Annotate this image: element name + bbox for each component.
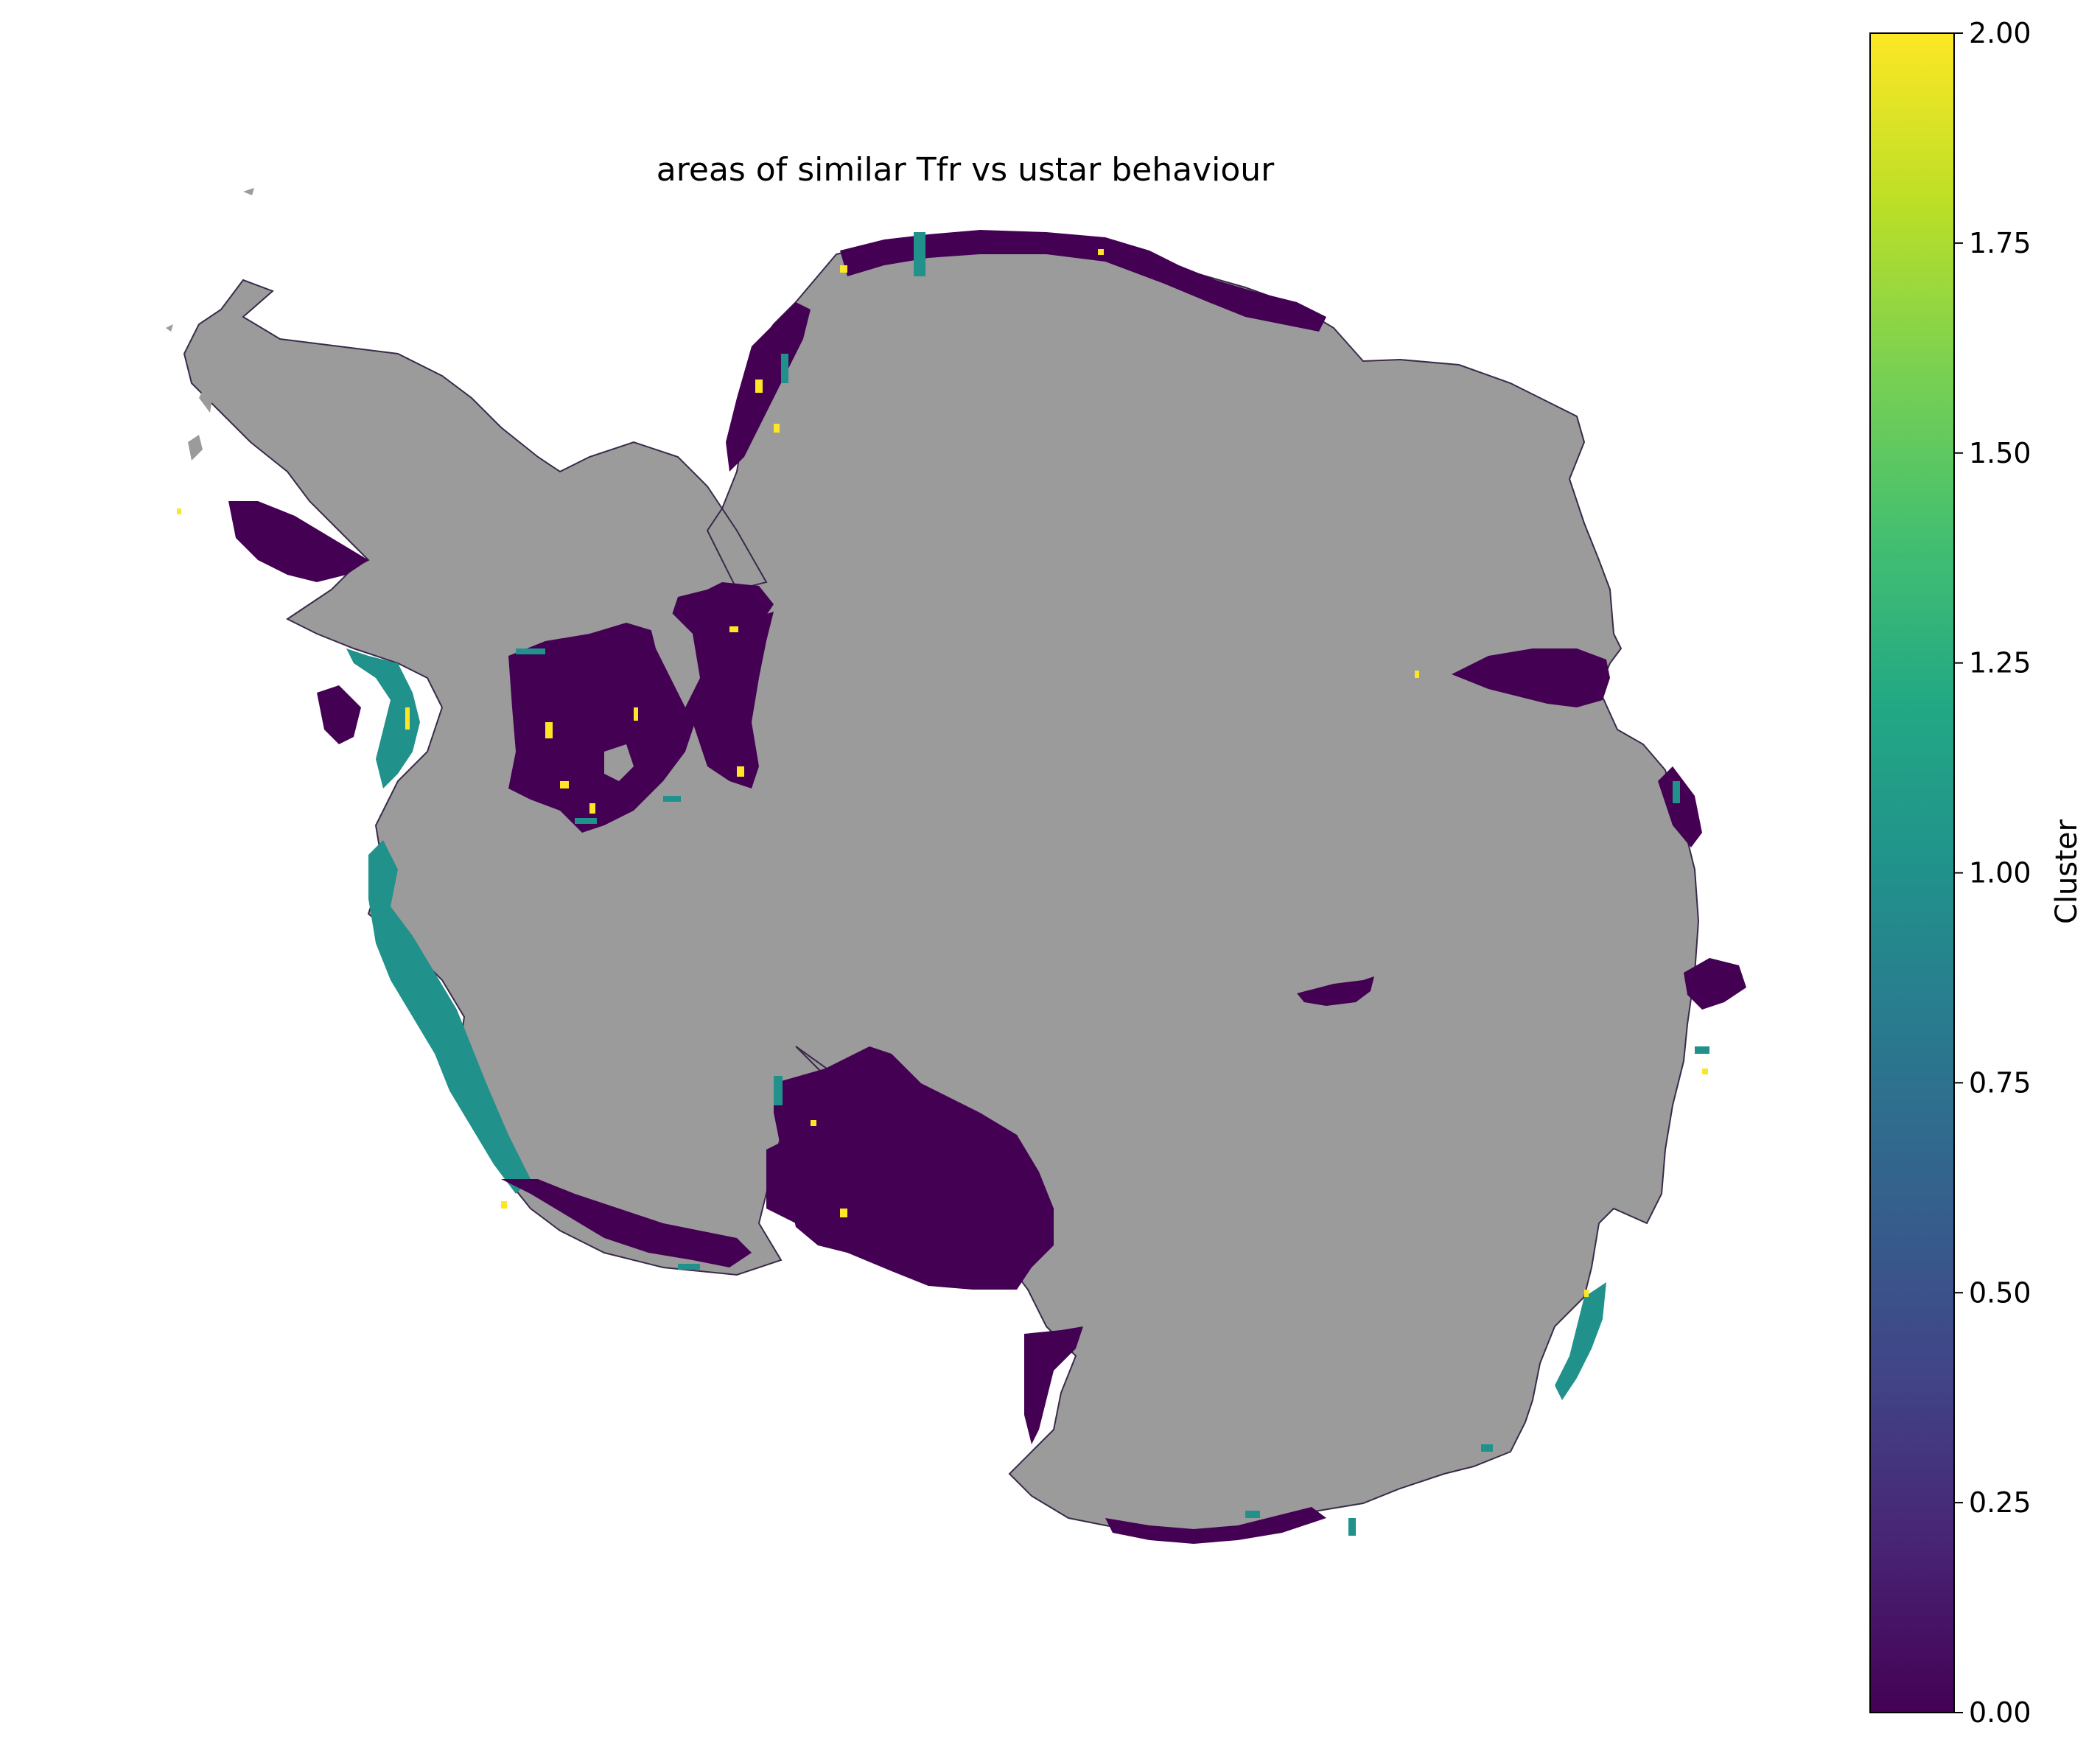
weddell-east-shelf: [726, 302, 811, 472]
colorbar-tick-label: 1.50: [1969, 437, 2031, 469]
dml-coastal-shelf: [840, 230, 1326, 332]
colorbar-tick-label: 1.75: [1969, 227, 2031, 259]
shackleton-ice-shelf: [1684, 958, 1746, 1010]
ross-ice-shelf-west: [766, 1135, 811, 1223]
peninsula-fragment: [188, 435, 203, 461]
colorbar-gradient: [1869, 32, 1955, 1713]
ross-ice-shelf: [774, 1046, 1054, 1290]
ronne-ice-shelf: [508, 623, 700, 833]
colorbar-tick-label: 0.75: [1969, 1066, 2031, 1099]
larsen-ice-shelf: [228, 501, 368, 582]
cluster-2-patches: [177, 249, 1708, 1297]
colorbar-label: Cluster: [2050, 819, 2084, 924]
victoria-land-coast: [1024, 1326, 1083, 1444]
colorbar-tick-label: 0.25: [1969, 1486, 2031, 1519]
colorbar-tick-label: 2.00: [1969, 17, 2031, 49]
wilkes-coast: [1555, 1282, 1606, 1400]
george-vi-shelf: [317, 685, 361, 744]
oates-coast: [1105, 1507, 1326, 1544]
colorbar-tick-label: 1.25: [1969, 647, 2031, 679]
ronne-inner-island: [604, 744, 634, 781]
colorbar-tick-label: 1.00: [1969, 857, 2031, 889]
weddell-east-shelf-2: [693, 582, 774, 626]
getz-ice-shelf: [501, 1179, 752, 1267]
lake-vostok: [1297, 976, 1374, 1006]
colorbar-tick-label: 0.50: [1969, 1276, 2031, 1309]
cluster-1-patches: [516, 232, 1709, 1536]
peninsula-fragment: [243, 188, 254, 195]
amundsen-coast: [368, 840, 531, 1194]
peninsula-fragment: [199, 383, 214, 413]
berkner-island: [648, 612, 700, 707]
colorbar-ticks: 0.00 0.25 0.50 0.75 1.00 1.25 1.50 1.75 2.00: [1954, 17, 2031, 1729]
peninsula-fragment: [166, 324, 173, 332]
peninsula-west-shelf: [346, 648, 420, 788]
amery-ice-shelf: [1452, 648, 1610, 707]
map-title: areas of similar Tfr vs ustar behaviour: [656, 151, 1275, 189]
west-ice-shelf: [1658, 766, 1702, 847]
colorbar-tick-label: 0.00: [1969, 1696, 2031, 1729]
